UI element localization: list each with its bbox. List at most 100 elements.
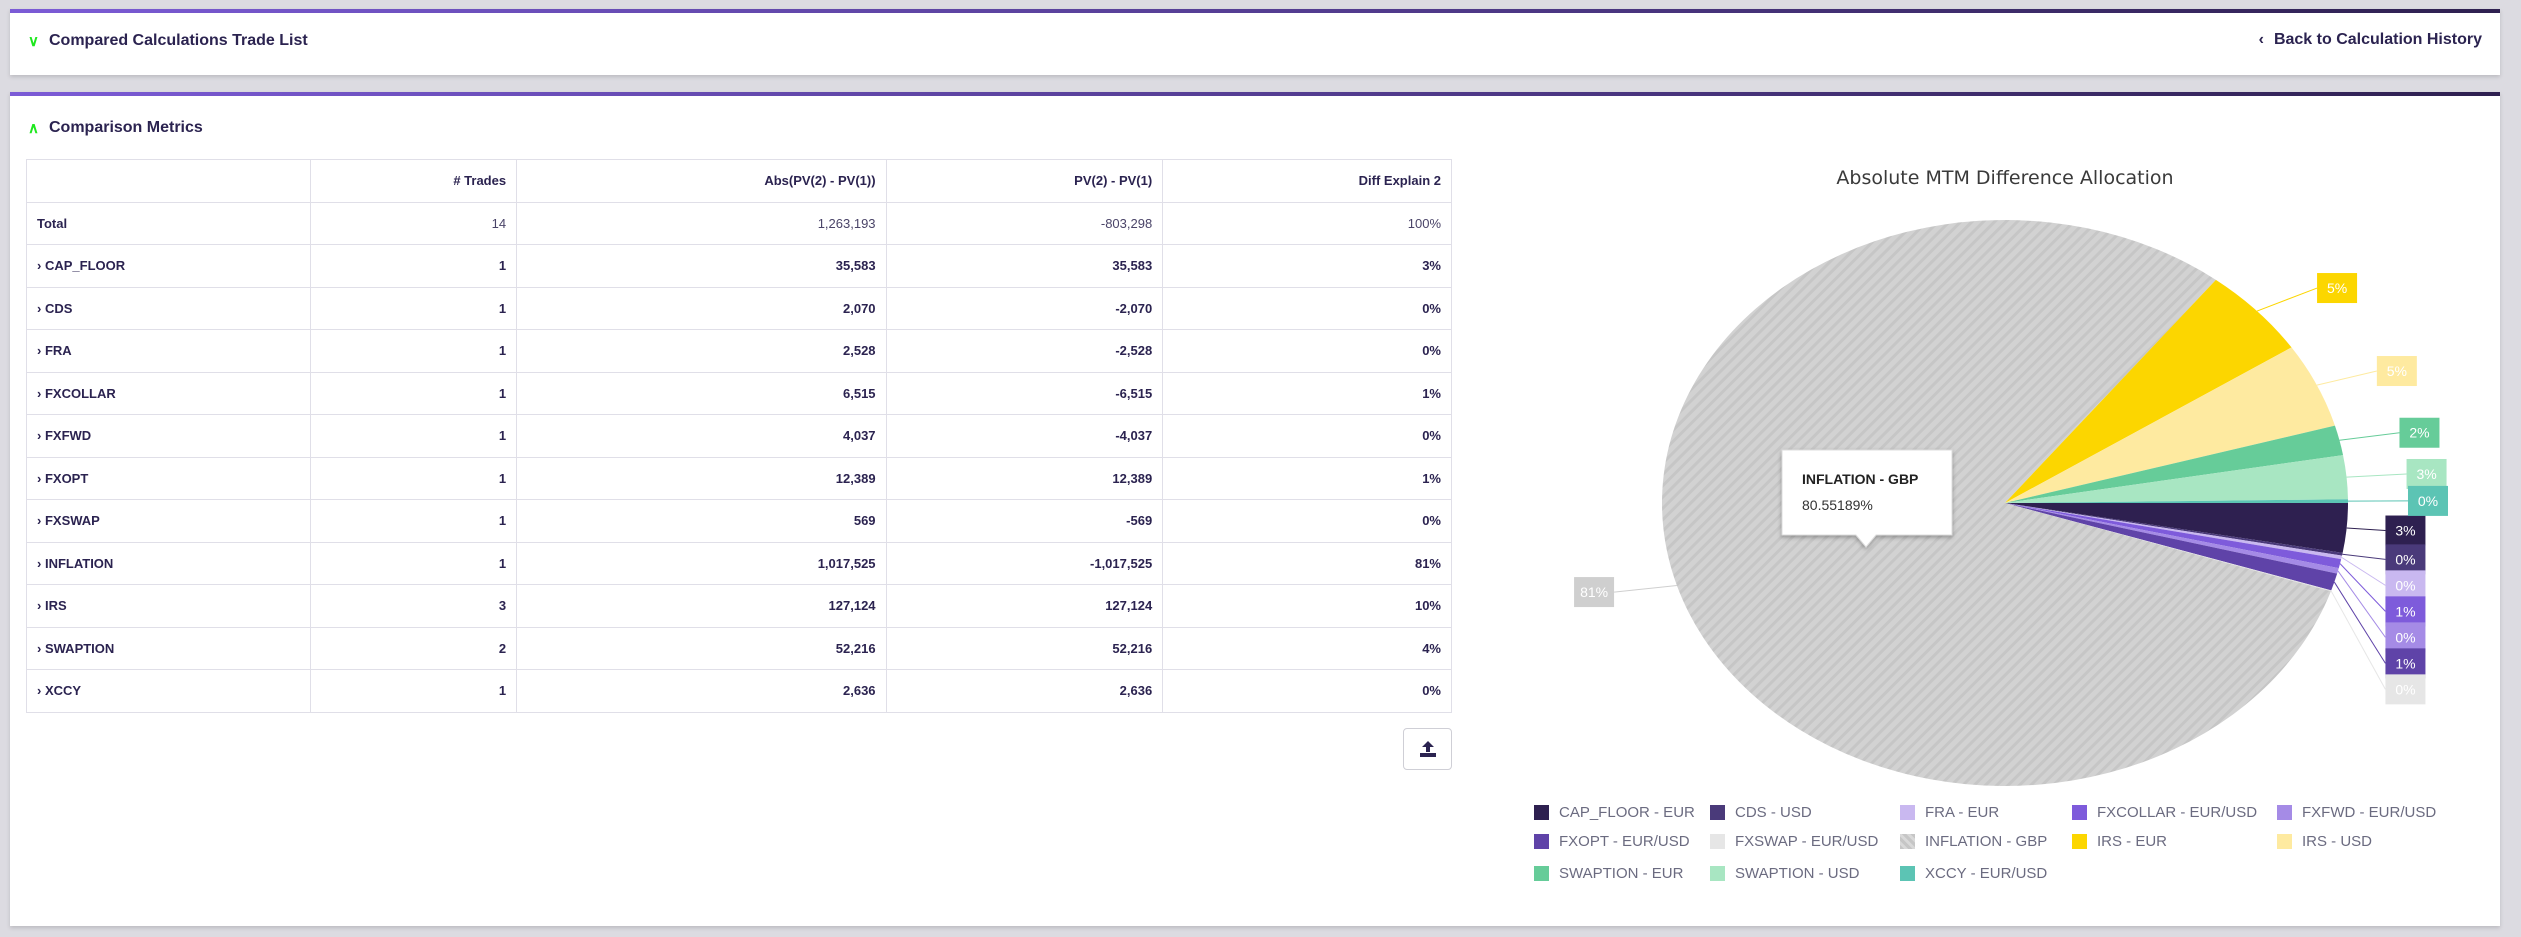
data-label: 2% [2409, 425, 2429, 441]
pie-slice[interactable] [2005, 503, 2339, 574]
chevron-up-icon: ∧ [28, 120, 39, 137]
row-label: FXFWD [44, 428, 92, 444]
table-row[interactable]: › FXOPT 1 12,389 12,389 1% [26, 456, 1452, 500]
legend-label: FXOPT - EUR/USD [1559, 833, 1690, 850]
table-row[interactable]: › INFLATION 1 1,017,525 -1,017,525 81% [26, 541, 1452, 585]
legend-label: INFLATION - GBP [1925, 833, 2048, 850]
legend-item[interactable]: FXSWAP - EUR/USD [1710, 833, 1878, 850]
panel-accent-bar [10, 9, 2500, 13]
table-cell: -6,515 [885, 371, 1164, 415]
pie-slice[interactable] [2005, 503, 2332, 592]
table-row[interactable]: › FXSWAP 1 569 -569 0% [26, 499, 1452, 543]
legend-item[interactable]: FXCOLLAR - EUR/USD [2072, 804, 2257, 821]
pie-slice[interactable] [2005, 347, 2335, 503]
back-to-history-link[interactable]: ‹ Back to Calculation History [2259, 31, 2482, 49]
legend-item[interactable]: FXOPT - EUR/USD [1534, 833, 1690, 850]
pie-slice[interactable] [2005, 503, 2338, 591]
data-label-box [2385, 596, 2426, 627]
legend-swatch [1900, 866, 1915, 881]
trade-list-toggle[interactable]: ∨ Compared Calculations Trade List [28, 32, 308, 50]
row-expander[interactable]: › IRS [26, 584, 311, 628]
data-label: 5% [2387, 363, 2407, 379]
metrics-table: # Trades Abs(PV(2) - PV(1)) PV(2) - PV(1) D… [26, 159, 1452, 713]
row-label: FXOPT [44, 470, 89, 486]
row-expander[interactable]: › SWAPTION [26, 626, 311, 670]
legend-label: FRA - EUR [1925, 804, 2000, 821]
data-label-box [2385, 622, 2426, 653]
data-label: 0% [2418, 493, 2438, 509]
table-row[interactable]: › SWAPTION 2 52,216 52,216 4% [26, 626, 1452, 670]
legend-item[interactable]: FRA - EUR [1900, 804, 1999, 821]
pie-slice[interactable] [2005, 499, 2348, 503]
legend-label: FXSWAP - EUR/USD [1735, 833, 1879, 850]
table-row[interactable]: › FRA 1 2,528 -2,528 0% [26, 329, 1452, 373]
table-cell: 4% [1162, 626, 1452, 670]
legend-item[interactable]: IRS - USD [2277, 833, 2372, 850]
label-connector [2256, 287, 2318, 312]
table-cell: 1 [309, 244, 518, 288]
export-button[interactable] [1403, 728, 1452, 770]
pie-slice[interactable] [2005, 503, 2348, 553]
row-expander[interactable]: › FXSWAP [26, 499, 311, 543]
column-header: Diff Explain 2 [1162, 159, 1452, 203]
table-row[interactable]: › XCCY 1 2,636 2,636 0% [26, 669, 1452, 713]
legend-swatch [1710, 866, 1725, 881]
table-cell: 2,636 [885, 669, 1164, 713]
table-cell: 0% [1162, 669, 1452, 713]
table-cell: 1,263,193 [516, 201, 887, 245]
legend-label: IRS - USD [2302, 833, 2373, 850]
table-row[interactable]: › FXFWD 1 4,037 -4,037 0% [26, 414, 1452, 458]
legend-item[interactable]: SWAPTION - USD [1710, 865, 1859, 882]
legend-item[interactable]: INFLATION - GBP [1900, 833, 2047, 850]
legend-item[interactable]: CDS - USD [1710, 804, 1812, 821]
legend-item[interactable]: FXFWD - EUR/USD [2277, 804, 2436, 821]
table-row[interactable]: › IRS 3 127,124 127,124 10% [26, 584, 1452, 628]
legend-swatch [1710, 805, 1725, 820]
row-expander[interactable]: › FXOPT [26, 456, 311, 500]
label-connector [2339, 563, 2386, 612]
table-cell: 2,070 [516, 286, 887, 330]
pie-slice[interactable] [2005, 503, 2342, 569]
data-label: 5% [2327, 280, 2347, 296]
pie-slice[interactable] [2005, 425, 2344, 503]
pie-slice[interactable] [2005, 503, 2343, 560]
legend-label: CDS - USD [1735, 804, 1812, 821]
pie-slice[interactable] [2005, 455, 2348, 503]
data-label-box [2406, 458, 2447, 489]
chevron-right-icon: › [37, 300, 45, 316]
data-label: 1% [2395, 603, 2415, 619]
table-header-row: # Trades Abs(PV(2) - PV(1)) PV(2) - PV(1) D… [26, 159, 1452, 203]
legend-item[interactable]: SWAPTION - EUR [1534, 865, 1683, 882]
column-header: Abs(PV(2) - PV(1)) [516, 159, 887, 203]
legend-item[interactable]: XCCY - EUR/USD [1900, 865, 2047, 882]
table-cell: 127,124 [885, 584, 1164, 628]
pie-slice[interactable] [2005, 503, 2343, 556]
table-cell: 1 [309, 329, 518, 373]
legend-swatch [1900, 805, 1915, 820]
row-expander[interactable]: › FXCOLLAR [26, 371, 311, 415]
table-cell: 81% [1162, 541, 1452, 585]
row-expander[interactable]: › CDS [26, 286, 311, 330]
legend-label: FXFWD - EUR/USD [2302, 804, 2437, 821]
pie-slice[interactable] [2005, 279, 2292, 503]
table-row[interactable]: › FXCOLLAR 1 6,515 -6,515 1% [26, 371, 1452, 415]
legend-swatch [2277, 805, 2292, 820]
table-cell: 35,583 [516, 244, 887, 288]
table-row[interactable]: › CAP_FLOOR 1 35,583 35,583 3% [26, 244, 1452, 288]
comparison-metrics-toggle[interactable]: ∧ Comparison Metrics [28, 119, 203, 137]
table-row[interactable]: › CDS 1 2,070 -2,070 0% [26, 286, 1452, 330]
data-label-box [2385, 674, 2426, 705]
row-expander[interactable]: › INFLATION [26, 541, 311, 585]
label-connector [2330, 590, 2386, 690]
row-expander[interactable]: › FXFWD [26, 414, 311, 458]
legend-item[interactable]: CAP_FLOOR - EUR [1534, 804, 1695, 821]
row-expander[interactable]: › XCCY [26, 669, 311, 713]
legend-item[interactable]: IRS - EUR [2072, 833, 2167, 850]
table-cell: -2,528 [885, 329, 1164, 373]
column-header: PV(2) - PV(1) [885, 159, 1164, 203]
pie-slice[interactable] [1662, 220, 2331, 787]
row-expander[interactable]: › CAP_FLOOR [26, 244, 311, 288]
row-label: FRA [44, 343, 72, 359]
table-cell: 2,528 [516, 329, 887, 373]
row-expander[interactable]: › FRA [26, 329, 311, 373]
